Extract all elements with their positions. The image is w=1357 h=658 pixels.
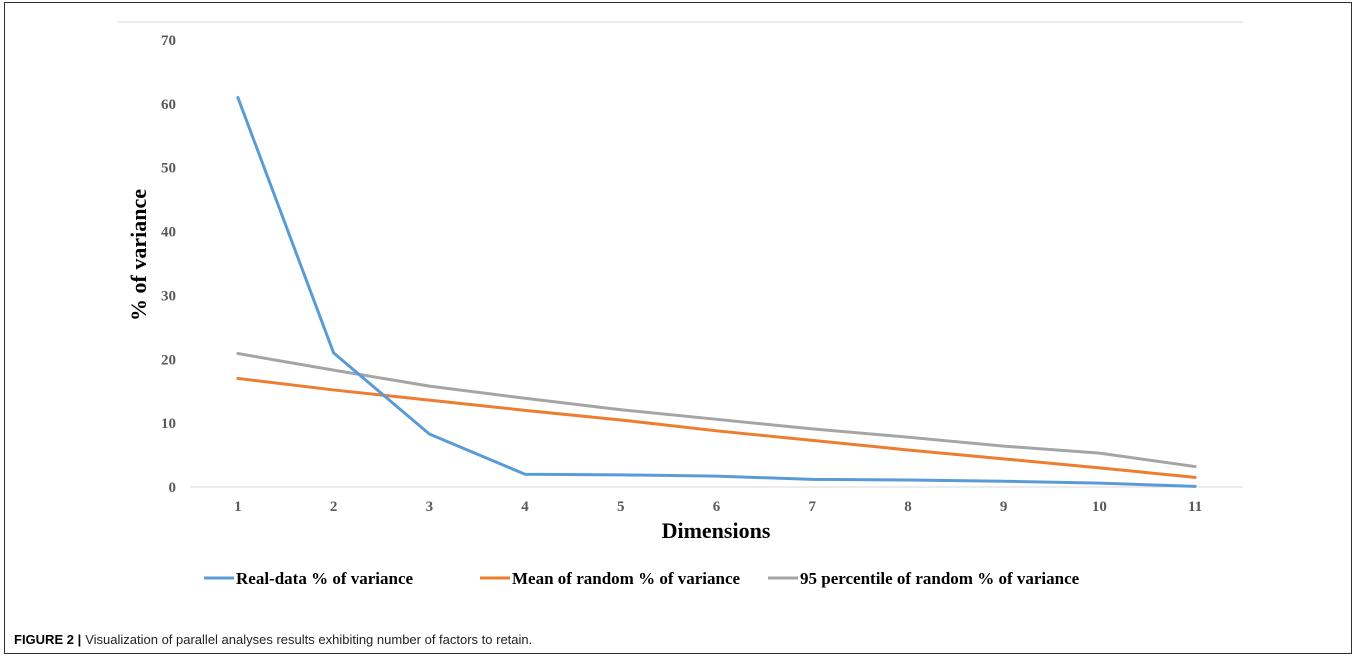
legend-item: Real-data % of variance [204,569,414,588]
y-tick-label: 50 [161,161,176,177]
series-line [236,352,1197,469]
figure-frame [4,2,1352,654]
x-tick-label: 5 [617,499,625,515]
y-tick-label: 40 [161,225,176,241]
caption-text: Visualization of parallel analyses resul… [85,632,533,647]
legend: Real-data % of variance Mean of random % … [204,569,1080,588]
y-tick-label: 60 [161,97,176,113]
y-tick-label: 70 [161,33,176,49]
series-layer [236,95,1197,488]
x-tick-label: 1 [234,499,242,515]
series-line [236,376,1197,479]
x-axis-ticks: 1 2 3 4 5 6 7 8 9 10 11 [234,499,1202,515]
x-tick-label: 3 [426,499,434,515]
x-axis-title: Dimensions [662,518,771,543]
x-tick-label: 9 [1000,499,1008,515]
x-tick-label: 4 [521,499,529,515]
caption-label: FIGURE 2 | [14,632,82,647]
figure-caption: FIGURE 2 | Visualization of parallel anal… [14,632,532,647]
y-tick-label: 20 [161,352,176,368]
legend-item: 95 percentile of random % of variance [768,569,1080,588]
y-tick-label: 30 [161,288,176,304]
legend-label: Real-data % of variance [236,569,414,588]
x-tick-label: 11 [1188,499,1202,515]
series-line [236,95,1197,488]
line-chart: 0 10 20 30 40 50 60 70 1 2 3 4 5 6 7 8 9 10 11 Dimensions… [118,21,1243,588]
x-tick-label: 8 [904,499,912,515]
y-tick-label: 10 [161,416,176,432]
x-tick-label: 6 [713,499,721,515]
legend-label: Mean of random % of variance [512,569,741,588]
x-tick-label: 2 [330,499,338,515]
x-tick-label: 7 [808,499,816,515]
y-axis-ticks: 0 10 20 30 40 50 60 70 [161,33,176,496]
y-axis-title: % of variance [126,189,151,321]
y-tick-label: 0 [169,480,177,496]
legend-label: 95 percentile of random % of variance [800,569,1080,588]
x-tick-label: 10 [1092,499,1107,515]
legend-item: Mean of random % of variance [480,569,741,588]
